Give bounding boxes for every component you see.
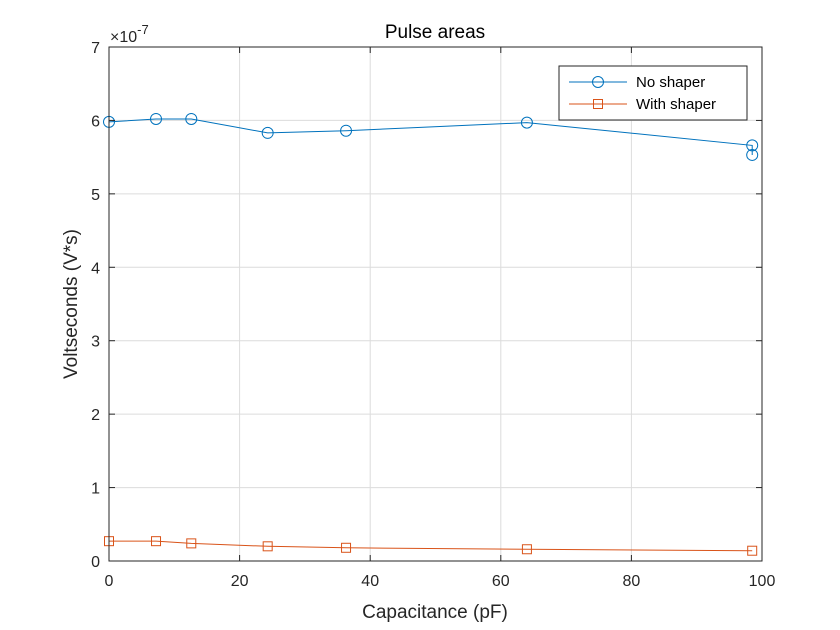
y-axis-exponent-power: -7 <box>137 22 149 37</box>
square-marker <box>341 542 352 553</box>
circle-marker <box>746 148 759 161</box>
series-line <box>109 540 753 552</box>
circle-marker <box>746 139 759 152</box>
circle-marker <box>520 116 533 129</box>
y-tick-label: 7 <box>91 40 100 57</box>
y-tick-label: 5 <box>91 187 100 204</box>
series-no-shaper <box>103 112 759 161</box>
x-tick-label: 80 <box>623 573 641 590</box>
circle-marker <box>185 112 198 125</box>
chart-title: Pulse areas <box>385 22 485 43</box>
legend-box <box>558 65 748 121</box>
square-marker <box>521 544 532 555</box>
x-tick-label: 100 <box>749 573 776 590</box>
legend-circle-marker <box>592 76 604 88</box>
y-tick-label: 4 <box>91 260 100 277</box>
x-axis-title: Capacitance (pF) <box>362 602 508 623</box>
square-marker <box>151 536 162 547</box>
legend-label: No shaper <box>636 74 705 91</box>
plot-area <box>109 47 762 561</box>
x-tick-label: 40 <box>361 573 379 590</box>
y-tick-label: 6 <box>91 113 100 130</box>
circle-marker <box>261 126 274 139</box>
square-marker <box>186 538 197 549</box>
y-tick-label: 1 <box>91 481 100 498</box>
y-axis-exponent: ×10-7 <box>110 22 149 46</box>
legend-label: With shaper <box>636 96 716 113</box>
circle-marker <box>150 112 163 125</box>
x-tick-label: 60 <box>492 573 510 590</box>
square-marker <box>747 545 758 556</box>
y-axis-title: Voltseconds (V*s) <box>61 229 82 379</box>
y-tick-label: 2 <box>91 407 100 424</box>
x-tick-label: 20 <box>231 573 249 590</box>
y-tick-label: 0 <box>91 554 100 571</box>
square-marker <box>262 541 273 552</box>
circle-marker <box>340 124 353 137</box>
series-layer <box>103 112 759 556</box>
legend-square-marker <box>593 99 603 109</box>
series-with-shaper <box>104 536 758 556</box>
axes-box <box>108 46 763 562</box>
y-tick-label: 3 <box>91 334 100 351</box>
y-axis-exponent-base: ×10 <box>110 29 137 46</box>
legend: No shaper With shaper <box>558 65 748 121</box>
axis-ticks: 0 20 40 60 80 100 0 1 2 3 4 5 6 7 <box>91 40 775 590</box>
x-tick-label: 0 <box>105 573 114 590</box>
